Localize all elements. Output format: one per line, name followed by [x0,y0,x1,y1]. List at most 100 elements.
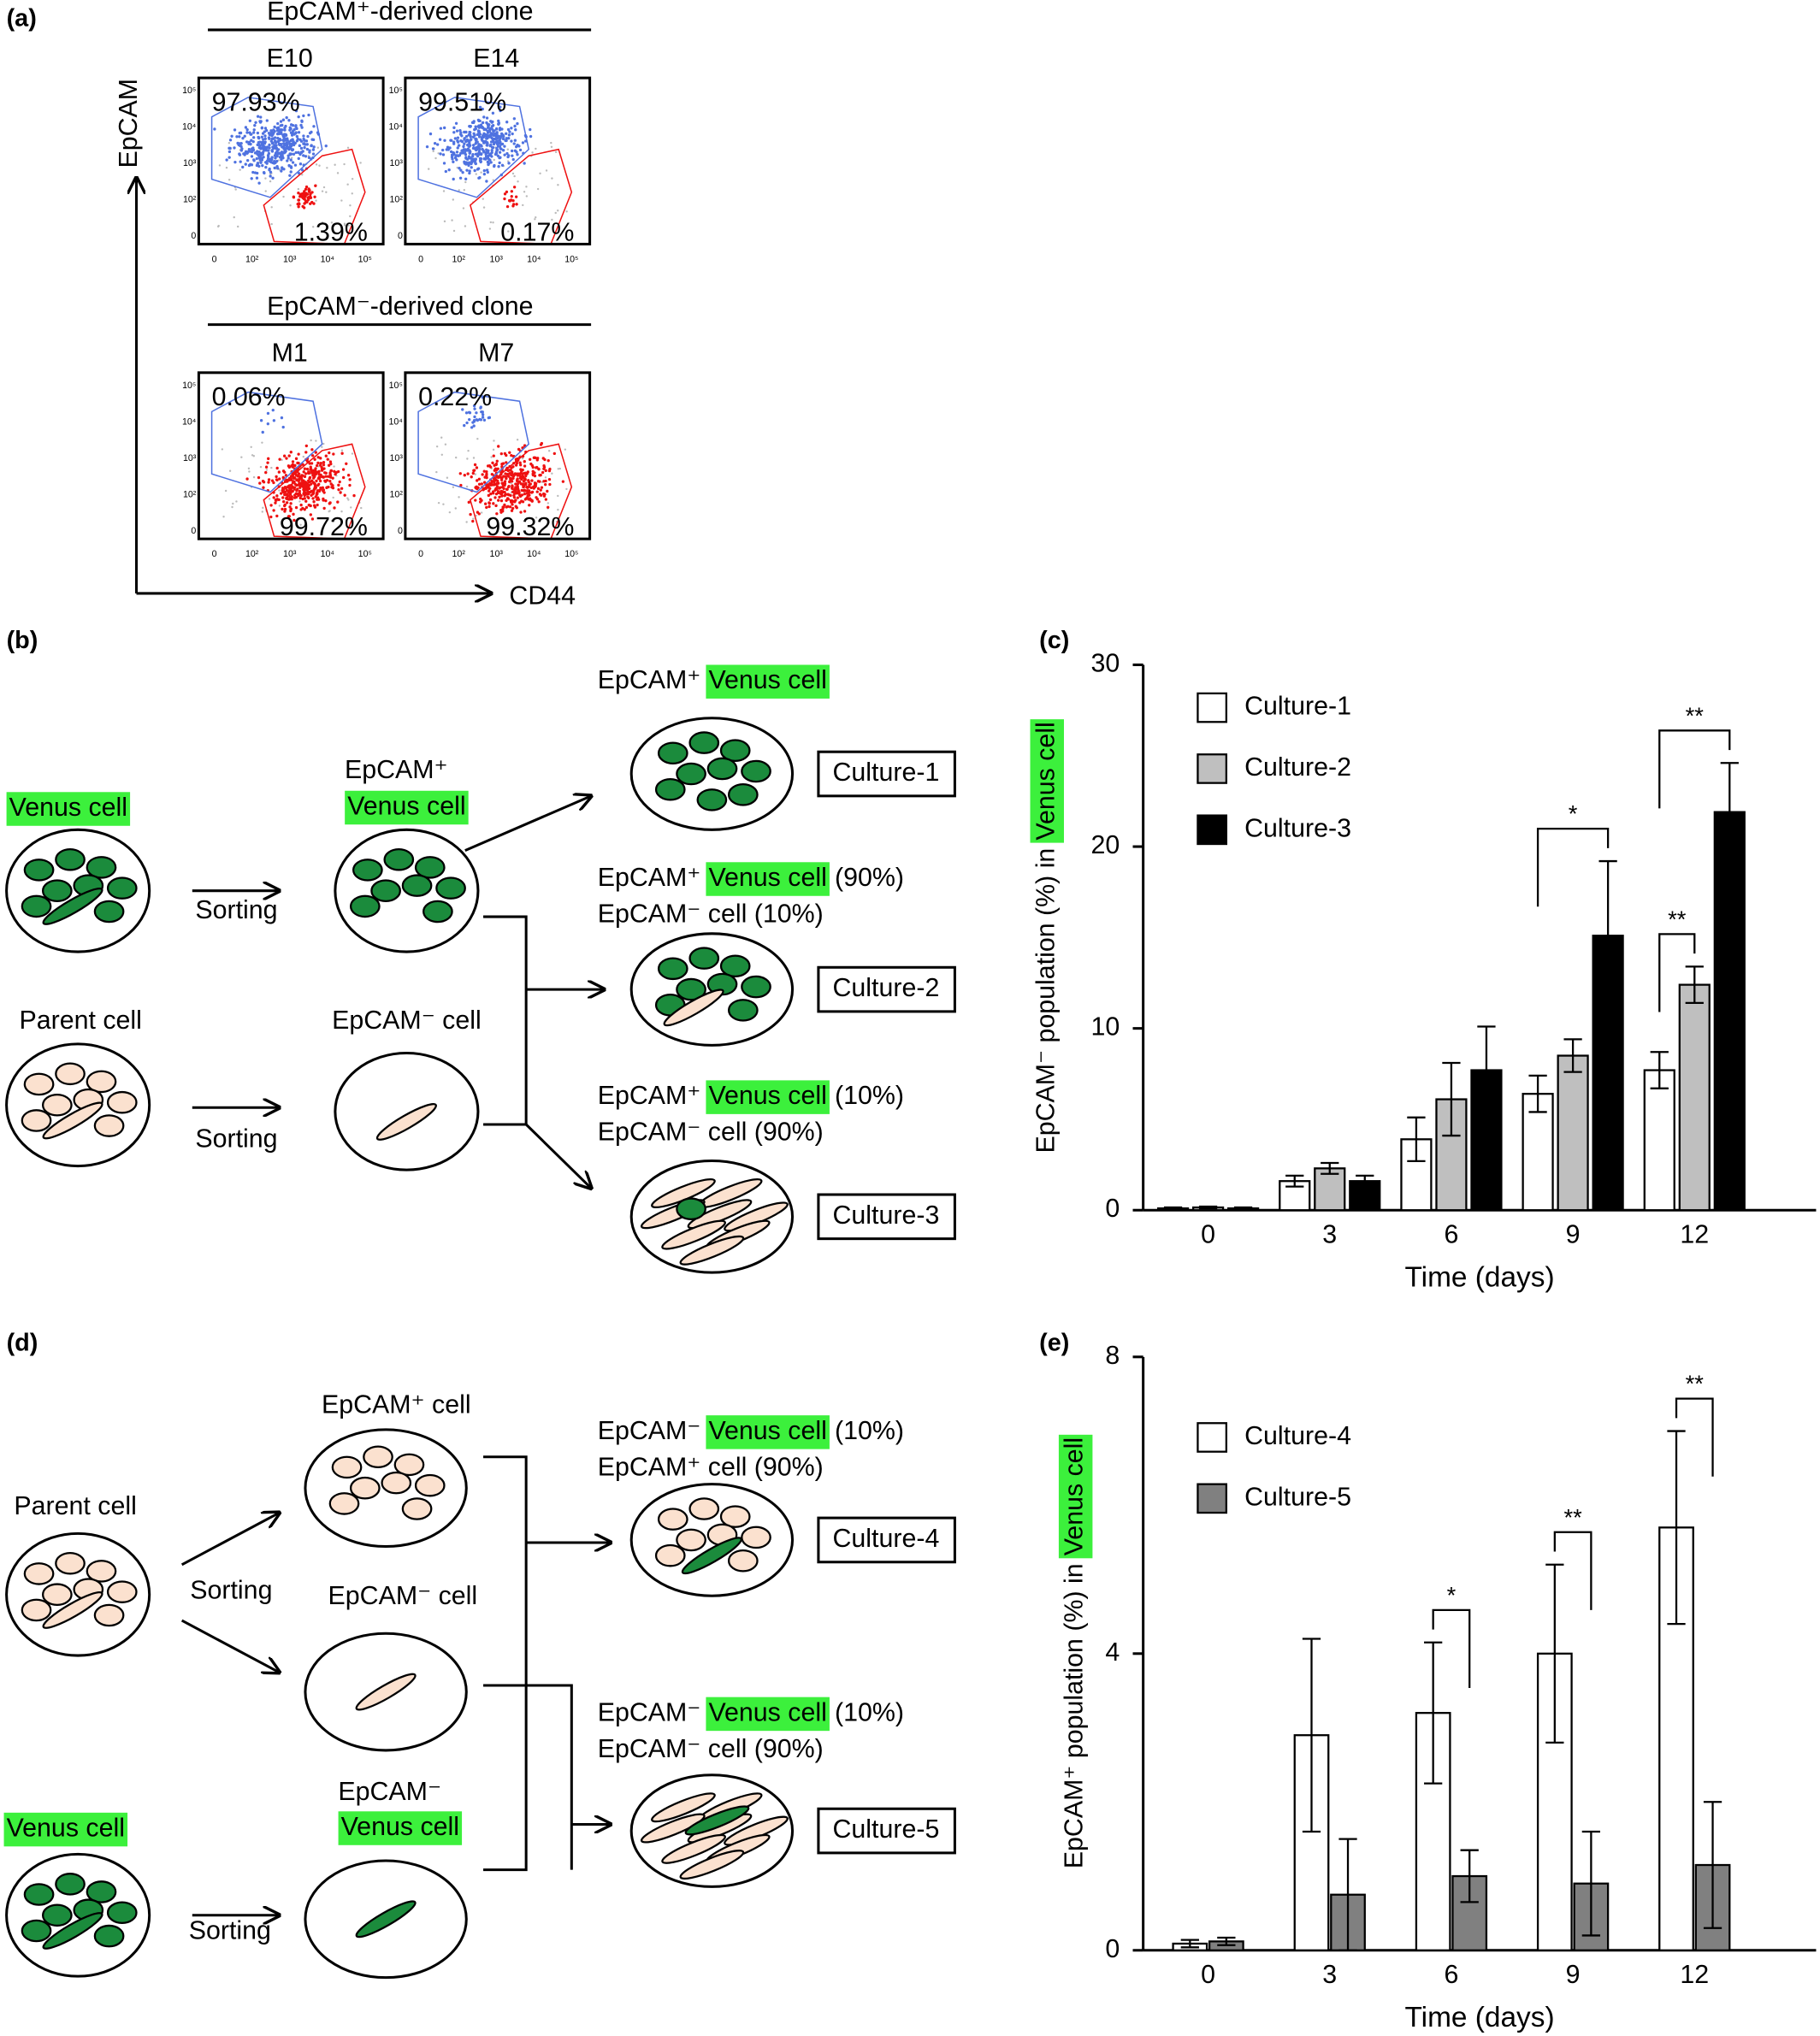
x-tick-label: 6 [1444,1221,1458,1249]
event-dot [290,133,294,137]
event-dot [530,479,534,482]
highlight [338,1811,463,1845]
event-dot [474,499,477,502]
event-dot [451,219,453,221]
event-dot [256,115,260,118]
event-dot [453,137,458,140]
event-dot [304,451,308,454]
event-dot [266,411,270,416]
event-dot [479,406,482,410]
event-dot [503,503,506,507]
event-dot [514,128,517,132]
event-dot [465,138,470,142]
event-dot [329,469,333,473]
event-dot [277,148,281,151]
event-dot [482,135,485,139]
event-dot [301,150,304,153]
cell [93,1603,125,1627]
event-dot [295,134,299,139]
event-dot [274,141,278,145]
event-dot [517,491,521,494]
cell [727,783,759,806]
event-dot [558,467,561,470]
event-dot [292,496,297,499]
event-dot [545,169,548,172]
label: EpCAM⁻ cell (90%) [598,1735,824,1763]
event-dot [485,475,488,480]
event-dot [494,487,499,490]
event-dot [268,167,271,171]
event-dot [530,463,535,468]
event-dot [557,468,559,470]
event-dot [274,156,277,160]
event-dot [444,443,447,446]
event-dot [282,195,285,198]
event-dot [274,145,277,149]
event-dot [258,481,262,485]
event-dot [507,137,511,140]
highlight [706,664,830,699]
event-dot [346,183,349,186]
event-dot [506,505,510,508]
error-bar [1180,1939,1199,1949]
tick-label: 10² [390,489,404,499]
legend-label: Culture-4 [1244,1422,1351,1450]
event-dot [492,133,495,136]
label: EpCAM⁺ cell [322,1391,471,1419]
event-dot [315,463,319,468]
event-dot [476,118,481,122]
arrow [180,1619,280,1673]
event-dot [488,227,492,230]
event-dot [259,115,263,119]
event-dot [458,472,462,475]
x-tick-label: 0 [1201,1221,1215,1249]
error-bar [1581,1830,1600,1937]
event-dot [283,144,287,147]
event-dot [511,484,514,487]
event-dot [521,141,525,145]
event-dot [468,156,472,160]
cell [23,859,55,882]
event-dot [474,125,477,128]
event-dot [299,146,304,150]
event-dot [304,488,308,492]
event-dot [304,472,308,475]
event-dot [523,478,527,481]
event-dot [281,487,286,492]
gate [469,148,573,245]
event-dot [257,181,261,185]
tick-label: 10³ [390,453,404,463]
event-dot [239,141,243,145]
event-dot [247,148,251,151]
event-dot [531,472,535,475]
event-dot [490,456,493,458]
event-dot [337,483,340,487]
event-dot [456,154,459,157]
event-dot [264,161,268,164]
tick-label: 0 [191,231,196,241]
event-dot [306,479,310,482]
cell [86,856,117,879]
error-bar [1460,1849,1479,1903]
cell [414,1473,446,1497]
event-dot [510,195,513,198]
plot-frame [404,76,592,245]
event-dot [300,119,304,123]
event-dot [485,116,489,120]
label: EpCAM⁺ [598,864,701,892]
event-dot [506,127,511,132]
event-dot [435,445,439,448]
event-dot [498,128,502,132]
dish [334,1051,480,1171]
event-dot [459,168,463,172]
legend-label: Culture-2 [1244,753,1351,782]
event-dot [278,477,281,481]
event-dot [464,177,468,180]
event-dot [488,489,491,493]
significance-label: ** [1686,702,1705,729]
panel-label: (e) [1039,1329,1069,1356]
event-dot [523,464,527,468]
event-dot [284,493,287,497]
event-dot [279,120,283,123]
event-dot [518,476,523,480]
